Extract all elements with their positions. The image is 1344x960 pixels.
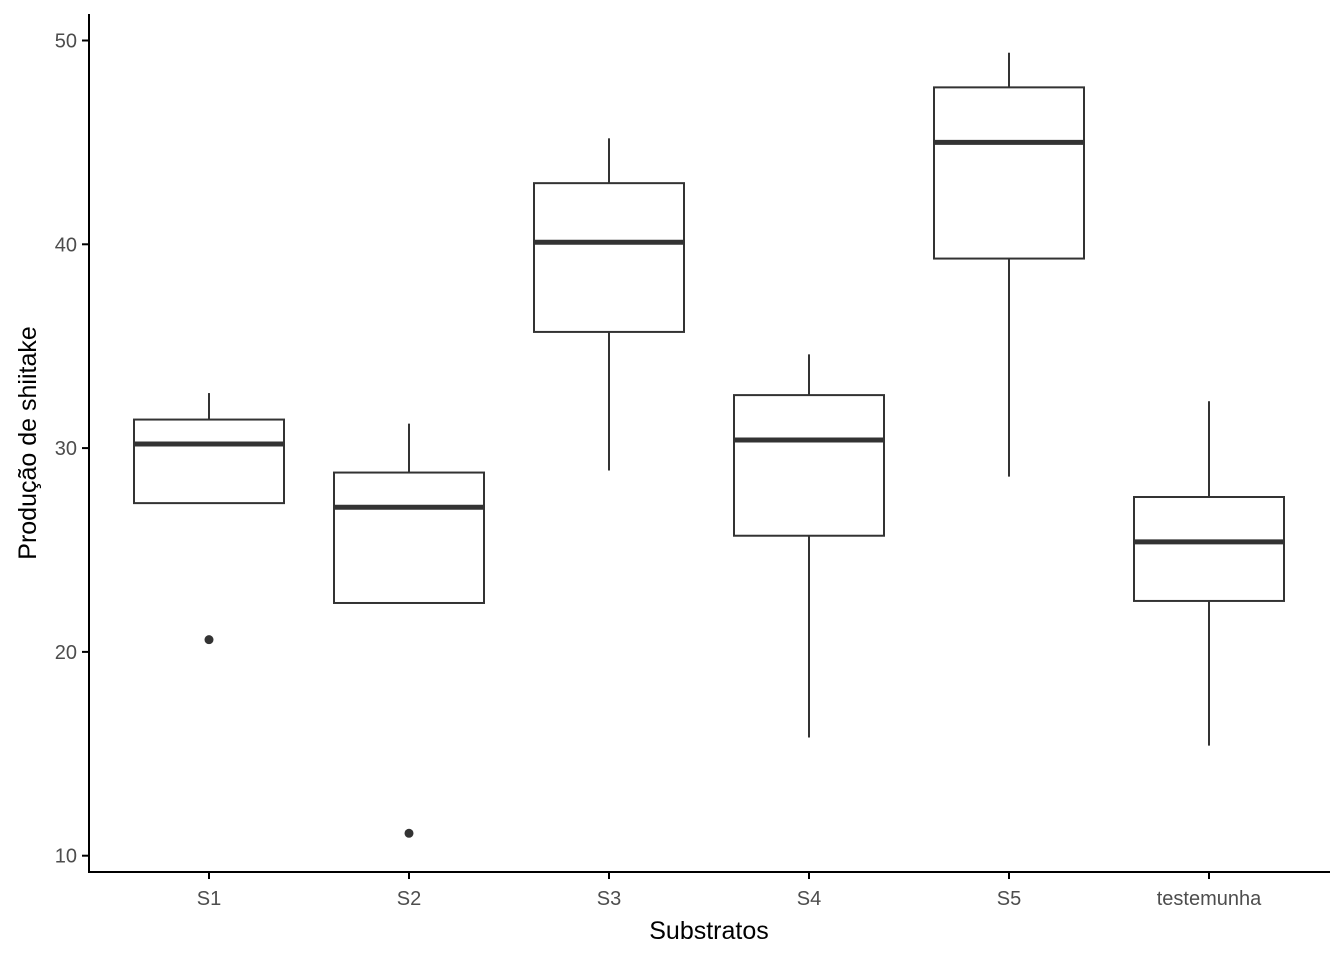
y-tick-label: 10 <box>55 846 77 868</box>
y-tick-label: 20 <box>55 642 77 664</box>
outlier-point <box>204 635 214 645</box>
outlier-point <box>404 828 414 838</box>
iqr-box <box>133 418 285 505</box>
x-axis-ticks: S1 S2 S3 S4 S5 testemunha <box>197 872 1262 910</box>
box-s4 <box>733 354 885 738</box>
iqr-box <box>933 86 1085 260</box>
x-tick-label: S2 <box>397 888 421 910</box>
box-s1 <box>133 393 285 645</box>
y-tick-label: 40 <box>55 234 77 256</box>
x-tick-label: testemunha <box>1157 888 1262 910</box>
x-tick-label: S5 <box>997 888 1021 910</box>
iqr-box <box>733 394 885 537</box>
x-tick-label: S4 <box>797 888 821 910</box>
x-tick-label: S1 <box>197 888 221 910</box>
y-axis-ticks: 10 20 30 40 50 <box>55 30 89 868</box>
x-axis-title: Substratos <box>649 917 769 945</box>
y-tick-label: 30 <box>55 438 77 460</box>
iqr-box <box>533 182 685 333</box>
box-s3 <box>533 138 685 471</box>
iqr-box <box>333 471 485 604</box>
iqr-box <box>1133 496 1285 602</box>
plot-area <box>133 52 1285 838</box>
x-tick-label: S3 <box>597 888 621 910</box>
box-testemunha <box>1133 401 1285 746</box>
box-s5 <box>933 52 1085 477</box>
y-tick-label: 50 <box>55 30 77 52</box>
box-s2 <box>333 423 485 838</box>
y-axis-title: Produção de shiitake <box>14 326 42 559</box>
